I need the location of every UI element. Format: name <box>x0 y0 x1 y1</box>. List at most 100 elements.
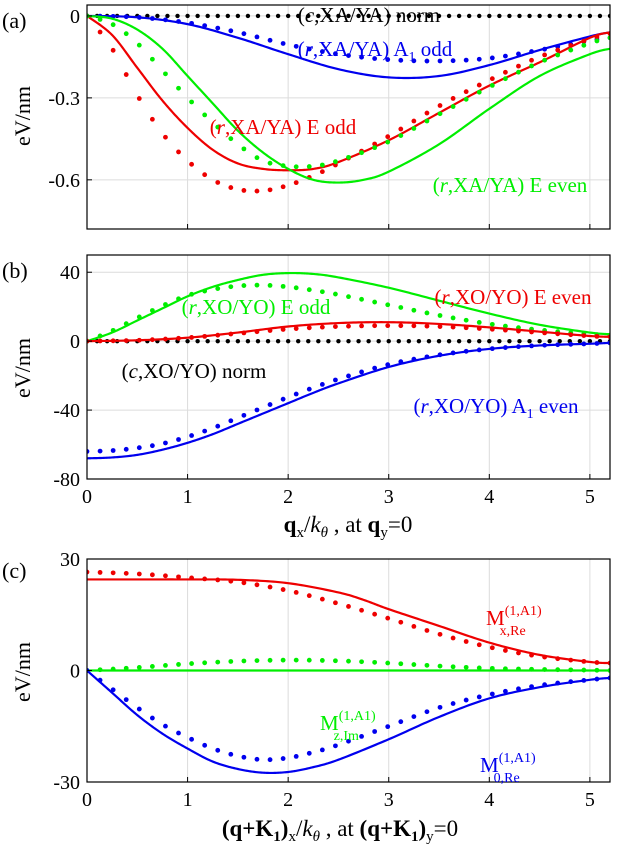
panel-c-series-red-dots-point <box>97 570 103 575</box>
panel-a-series-blue-dots-point <box>293 43 299 49</box>
panel-b-series-blue-dots-point <box>254 407 260 413</box>
panel-b-series-black-dotted-point <box>356 338 361 344</box>
panel-b-series-green-dots-point <box>359 296 364 302</box>
panel-b-series-green-dots-point <box>489 321 495 327</box>
panel-b-series-blue-dots-point <box>319 381 325 387</box>
panel-a-series-black-dotted-point <box>255 13 261 19</box>
panel-a-series-blue-dots-point <box>424 58 430 64</box>
panel-b-ytick-label: -80 <box>53 469 80 491</box>
panel-c-series-red-dots-point <box>503 648 508 653</box>
panel-a-series-blue-dots-point <box>306 46 312 52</box>
panel-b-series-red-dots-point <box>542 330 548 336</box>
panel-a-series-green-dots-point <box>333 159 338 165</box>
panel-c-series-blue-dots-point <box>424 709 430 715</box>
panel-a-series-black-dotted-point <box>517 13 522 19</box>
panel-a-series-blue-dots-point <box>359 54 364 60</box>
panel-a-series-red-dots-point <box>463 89 469 95</box>
panel-a-series-black-dotted-point <box>597 13 603 19</box>
panel-c-series-blue-dots-point <box>489 691 495 697</box>
panel-a-series-blue-dots-point <box>385 57 391 62</box>
panel-c-series-red-dots-point <box>385 615 391 621</box>
panel-b-series-red-dots-point <box>176 335 181 341</box>
panel-c-series-green-dots-point <box>241 658 247 664</box>
panel-c-series-green-dots-point <box>333 658 338 664</box>
panel-a-series-black-dotted-point <box>245 13 251 19</box>
panel-a-series-green-dots-point <box>424 118 430 124</box>
panel-c-series-blue-dots-point <box>581 678 587 683</box>
panel-c-series-red-dots-point <box>594 660 600 665</box>
panel-c-series-blue-dots-point <box>149 715 155 721</box>
panel-a-series-blue-dots-point <box>398 57 404 63</box>
panel-b-series-blue-dots-point <box>372 365 378 371</box>
panel-c-series-red-dots-point <box>136 571 142 577</box>
panel-c-series-red-dots-point <box>319 596 325 602</box>
panel-b-series-red-dots-point <box>333 324 338 330</box>
panel-b-series-red-dots-point <box>581 333 587 338</box>
annotation-b-a1-even: (r,XO/YO) A1 even <box>413 394 579 422</box>
panel-b-xtick-label: 5 <box>585 486 595 508</box>
panel-a-series-red-dots-point <box>97 29 103 35</box>
panel-a-series-green-dots-point <box>516 69 521 75</box>
panel-a-series-green-dots-point <box>437 111 443 117</box>
panel-a-series-green-dots-point <box>476 89 482 95</box>
panel-b-series-red-dots-point <box>476 326 482 331</box>
panel-b-series-green-dots-point <box>163 302 168 307</box>
annotation-a-a1-odd: (r,XA/YA) A1 odd <box>298 37 453 65</box>
panel-b-series-green-dots-point <box>463 317 469 323</box>
panel-a-series-blue-dots-point <box>202 23 208 28</box>
panel-c-series-blue-dots-point <box>241 754 247 760</box>
panel-b-series-black-dotted-point <box>306 338 311 344</box>
panel-b-series-green-dots-point <box>136 314 142 320</box>
panel-b-series-green-dots-point <box>293 285 299 291</box>
panel-a-series-black-dotted-point <box>346 13 351 19</box>
panel-b-series-blue-dots-point <box>398 359 404 365</box>
panel-c-series-green-dots-point <box>503 666 508 672</box>
panel-c-series-blue-dots-point <box>359 734 364 739</box>
panel-b-series-green-dots-point <box>280 283 286 289</box>
panel-a-series-black-dotted-point <box>527 13 532 19</box>
panel-c-series-blue-dots-point <box>110 687 116 693</box>
annotation-b-e-odd: (r,XO/YO) E odd <box>182 295 331 319</box>
panel-a-series-red-dots-point <box>437 103 443 108</box>
panel-b-series-black-dotted-point <box>235 338 241 344</box>
panel-a-series-green-dots-point <box>110 22 116 28</box>
panel-a-ytick-label: -0.3 <box>48 88 80 110</box>
panel-c-series-red-dots-point <box>463 639 469 644</box>
panel-b-series-black-dotted-point <box>497 338 502 344</box>
panel-b-ytick-label: -40 <box>53 400 80 422</box>
panel-b-series-black-dotted-point <box>577 338 583 344</box>
panel-b-series-green-dots-point <box>110 327 116 333</box>
panel-a-series-green-dots-point <box>489 82 495 88</box>
panel-c-series-green-dots-point <box>437 663 443 669</box>
panel-c-series-blue-dots-point <box>202 742 208 748</box>
panel-a-series-blue-dots-point <box>149 16 155 21</box>
panel-c-series-red-dots-point <box>359 607 364 613</box>
panel-a-series-blue-dots-point <box>437 58 443 64</box>
panel-c-series-blue-dots-point <box>385 724 391 730</box>
panel-a-series-blue-dots-point <box>267 37 273 43</box>
panel-c-series-red-dots-point <box>398 619 404 625</box>
panel-a-series-red-dots-point <box>450 96 456 101</box>
panel-c-xtick-label: 1 <box>183 789 193 811</box>
panel-a-series-black-dotted-point <box>366 13 371 19</box>
panel-c-series-red-dots-point <box>280 587 286 592</box>
panel-b-series-red-dots-point <box>555 331 561 337</box>
panel-c-series-blue-dots-point <box>594 676 600 682</box>
panel-a-ytick-label: -0.6 <box>48 170 80 192</box>
panel-a-series-red-dots-point <box>123 72 129 77</box>
panel-c-series-green-dots-point <box>463 664 469 670</box>
panel-a-series-blue-dots-point <box>411 58 417 64</box>
annotation-b-norm: (c,XO/YO) norm <box>122 359 267 383</box>
panel-a-series-green-dots-point <box>149 56 155 62</box>
panel-c-series-red-dots-point <box>450 635 456 641</box>
panel-c-series-green-dots-point <box>581 667 587 673</box>
panel-a-series-red-dots-point <box>228 185 234 190</box>
panel-b-series-green-dots-point <box>228 284 234 290</box>
panel-c-series-red-dots-point <box>529 652 534 658</box>
panel-a-series-red-dots-point <box>202 172 208 178</box>
panel-c-series-green-dots-point <box>163 663 168 668</box>
panel-c-series-green-dots-point <box>123 665 129 671</box>
panel-c-series-red-dots-point <box>293 590 299 595</box>
panel-a-series-green-dots-point <box>163 71 168 77</box>
